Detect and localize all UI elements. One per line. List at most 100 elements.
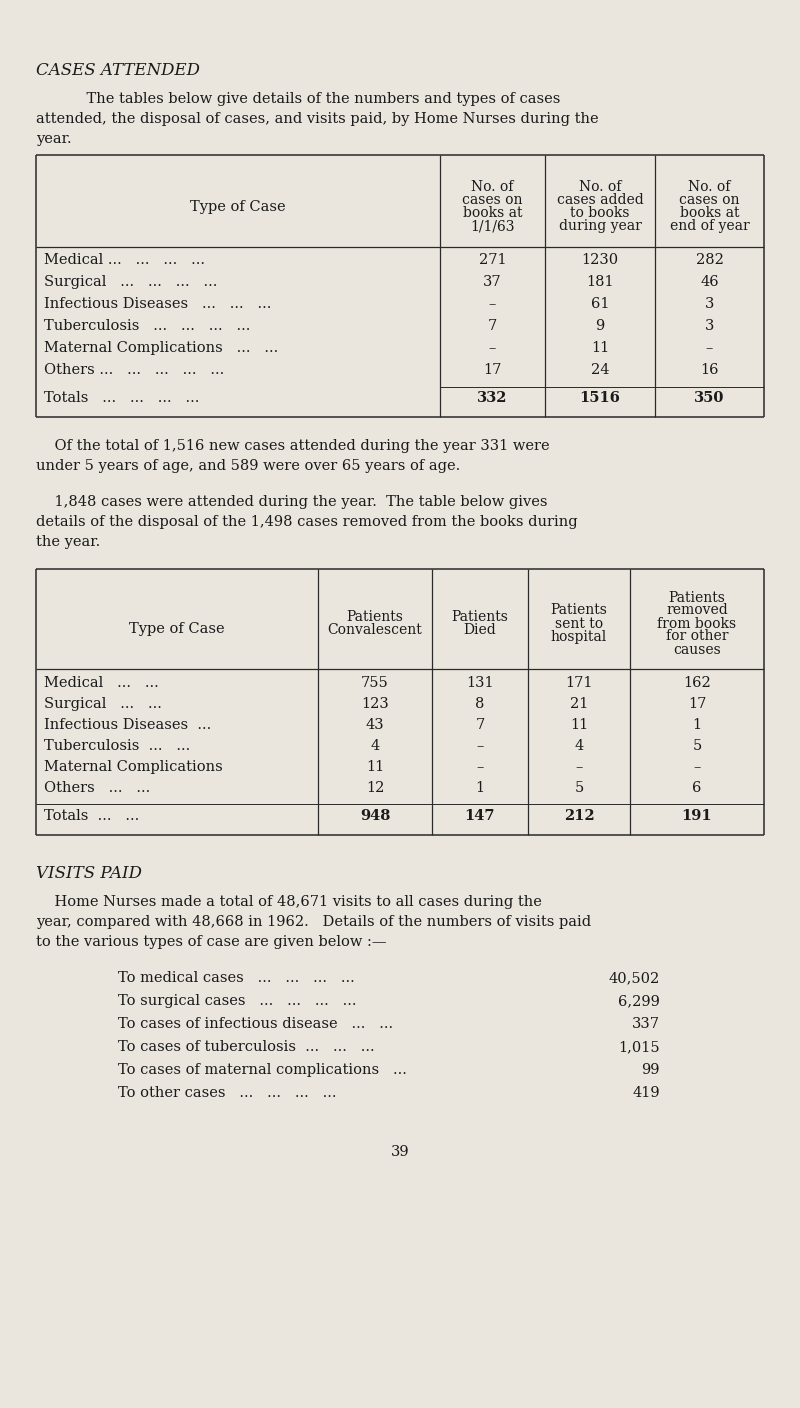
Text: 282: 282 <box>695 253 723 268</box>
Text: 131: 131 <box>466 676 494 690</box>
Text: removed: removed <box>666 604 728 618</box>
Text: Infectious Diseases   ...   ...   ...: Infectious Diseases ... ... ... <box>44 297 271 311</box>
Text: Home Nurses made a total of 48,671 visits to all cases during the: Home Nurses made a total of 48,671 visit… <box>36 895 542 910</box>
Text: To cases of tuberculosis  ...   ...   ...: To cases of tuberculosis ... ... ... <box>118 1041 374 1055</box>
Text: 39: 39 <box>390 1145 410 1159</box>
Text: 24: 24 <box>590 363 610 377</box>
Text: 43: 43 <box>366 718 384 732</box>
Text: 11: 11 <box>366 760 384 774</box>
Text: 99: 99 <box>642 1063 660 1077</box>
Text: Surgical   ...   ...   ...   ...: Surgical ... ... ... ... <box>44 275 218 289</box>
Text: No. of: No. of <box>579 180 621 194</box>
Text: 1,848 cases were attended during the year.  The table below gives: 1,848 cases were attended during the yea… <box>36 496 547 510</box>
Text: 1: 1 <box>693 718 702 732</box>
Text: Maternal Complications: Maternal Complications <box>44 760 222 774</box>
Text: To medical cases   ...   ...   ...   ...: To medical cases ... ... ... ... <box>118 972 354 986</box>
Text: –: – <box>706 341 713 355</box>
Text: –: – <box>489 297 496 311</box>
Text: 5: 5 <box>692 739 702 753</box>
Text: Tuberculosis  ...   ...: Tuberculosis ... ... <box>44 739 190 753</box>
Text: 1230: 1230 <box>582 253 618 268</box>
Text: –: – <box>476 760 484 774</box>
Text: 419: 419 <box>632 1086 660 1100</box>
Text: the year.: the year. <box>36 535 100 549</box>
Text: Medical   ...   ...: Medical ... ... <box>44 676 158 690</box>
Text: 11: 11 <box>570 718 588 732</box>
Text: 212: 212 <box>564 810 594 824</box>
Text: Died: Died <box>464 622 496 636</box>
Text: cases on: cases on <box>462 193 522 207</box>
Text: Of the total of 1,516 new cases attended during the year 331 were: Of the total of 1,516 new cases attended… <box>36 439 550 453</box>
Text: 191: 191 <box>682 810 712 824</box>
Text: 17: 17 <box>688 697 706 711</box>
Text: 3: 3 <box>705 320 714 334</box>
Text: 11: 11 <box>591 341 609 355</box>
Text: Others   ...   ...: Others ... ... <box>44 781 150 796</box>
Text: 123: 123 <box>361 697 389 711</box>
Text: cases on: cases on <box>679 193 740 207</box>
Text: 332: 332 <box>478 391 508 406</box>
Text: 1,015: 1,015 <box>618 1041 660 1055</box>
Text: 1516: 1516 <box>579 391 621 406</box>
Text: 181: 181 <box>586 275 614 289</box>
Text: No. of: No. of <box>688 180 730 194</box>
Text: Totals   ...   ...   ...   ...: Totals ... ... ... ... <box>44 391 199 406</box>
Text: attended, the disposal of cases, and visits paid, by Home Nurses during the: attended, the disposal of cases, and vis… <box>36 113 598 125</box>
Text: Patients: Patients <box>451 610 509 624</box>
Text: 12: 12 <box>366 781 384 796</box>
Text: 271: 271 <box>478 253 506 268</box>
Text: 7: 7 <box>488 320 497 334</box>
Text: Others ...   ...   ...   ...   ...: Others ... ... ... ... ... <box>44 363 224 377</box>
Text: Type of Case: Type of Case <box>190 200 286 214</box>
Text: details of the disposal of the 1,498 cases removed from the books during: details of the disposal of the 1,498 cas… <box>36 515 578 529</box>
Text: To other cases   ...   ...   ...   ...: To other cases ... ... ... ... <box>118 1086 337 1100</box>
Text: to the various types of case are given below :—: to the various types of case are given b… <box>36 935 386 949</box>
Text: 350: 350 <box>694 391 725 406</box>
Text: 171: 171 <box>566 676 593 690</box>
Text: 147: 147 <box>465 810 495 824</box>
Text: year.: year. <box>36 132 72 146</box>
Text: for other: for other <box>666 629 728 643</box>
Text: sent to: sent to <box>555 617 603 631</box>
Text: 7: 7 <box>475 718 485 732</box>
Text: –: – <box>694 760 701 774</box>
Text: Surgical   ...   ...: Surgical ... ... <box>44 697 162 711</box>
Text: during year: during year <box>558 220 642 232</box>
Text: Tuberculosis   ...   ...   ...   ...: Tuberculosis ... ... ... ... <box>44 320 250 334</box>
Text: Patients: Patients <box>669 590 726 604</box>
Text: Medical ...   ...   ...   ...: Medical ... ... ... ... <box>44 253 205 268</box>
Text: 6,299: 6,299 <box>618 994 660 1008</box>
Text: 40,502: 40,502 <box>609 972 660 986</box>
Text: Infectious Diseases  ...: Infectious Diseases ... <box>44 718 211 732</box>
Text: 755: 755 <box>361 676 389 690</box>
Text: 1: 1 <box>475 781 485 796</box>
Text: 46: 46 <box>700 275 719 289</box>
Text: To cases of maternal complications   ...: To cases of maternal complications ... <box>118 1063 407 1077</box>
Text: books at: books at <box>462 206 522 220</box>
Text: under 5 years of age, and 589 were over 65 years of age.: under 5 years of age, and 589 were over … <box>36 459 460 473</box>
Text: Maternal Complications   ...   ...: Maternal Complications ... ... <box>44 341 278 355</box>
Text: 8: 8 <box>475 697 485 711</box>
Text: 337: 337 <box>632 1017 660 1031</box>
Text: 162: 162 <box>683 676 711 690</box>
Text: hospital: hospital <box>551 629 607 643</box>
Text: To cases of infectious disease   ...   ...: To cases of infectious disease ... ... <box>118 1017 393 1031</box>
Text: 37: 37 <box>483 275 502 289</box>
Text: Patients: Patients <box>550 604 607 618</box>
Text: Convalescent: Convalescent <box>328 622 422 636</box>
Text: Type of Case: Type of Case <box>129 622 225 636</box>
Text: year, compared with 48,668 in 1962.   Details of the numbers of visits paid: year, compared with 48,668 in 1962. Deta… <box>36 915 591 929</box>
Text: 1/1/63: 1/1/63 <box>470 220 514 232</box>
Text: VISITS PAID: VISITS PAID <box>36 865 142 881</box>
Text: 61: 61 <box>590 297 610 311</box>
Text: 21: 21 <box>570 697 588 711</box>
Text: –: – <box>575 760 582 774</box>
Text: 6: 6 <box>692 781 702 796</box>
Text: causes: causes <box>673 642 721 656</box>
Text: 16: 16 <box>700 363 718 377</box>
Text: –: – <box>489 341 496 355</box>
Text: cases added: cases added <box>557 193 643 207</box>
Text: The tables below give details of the numbers and types of cases: The tables below give details of the num… <box>68 92 560 106</box>
Text: To surgical cases   ...   ...   ...   ...: To surgical cases ... ... ... ... <box>118 994 357 1008</box>
Text: Patients: Patients <box>346 610 403 624</box>
